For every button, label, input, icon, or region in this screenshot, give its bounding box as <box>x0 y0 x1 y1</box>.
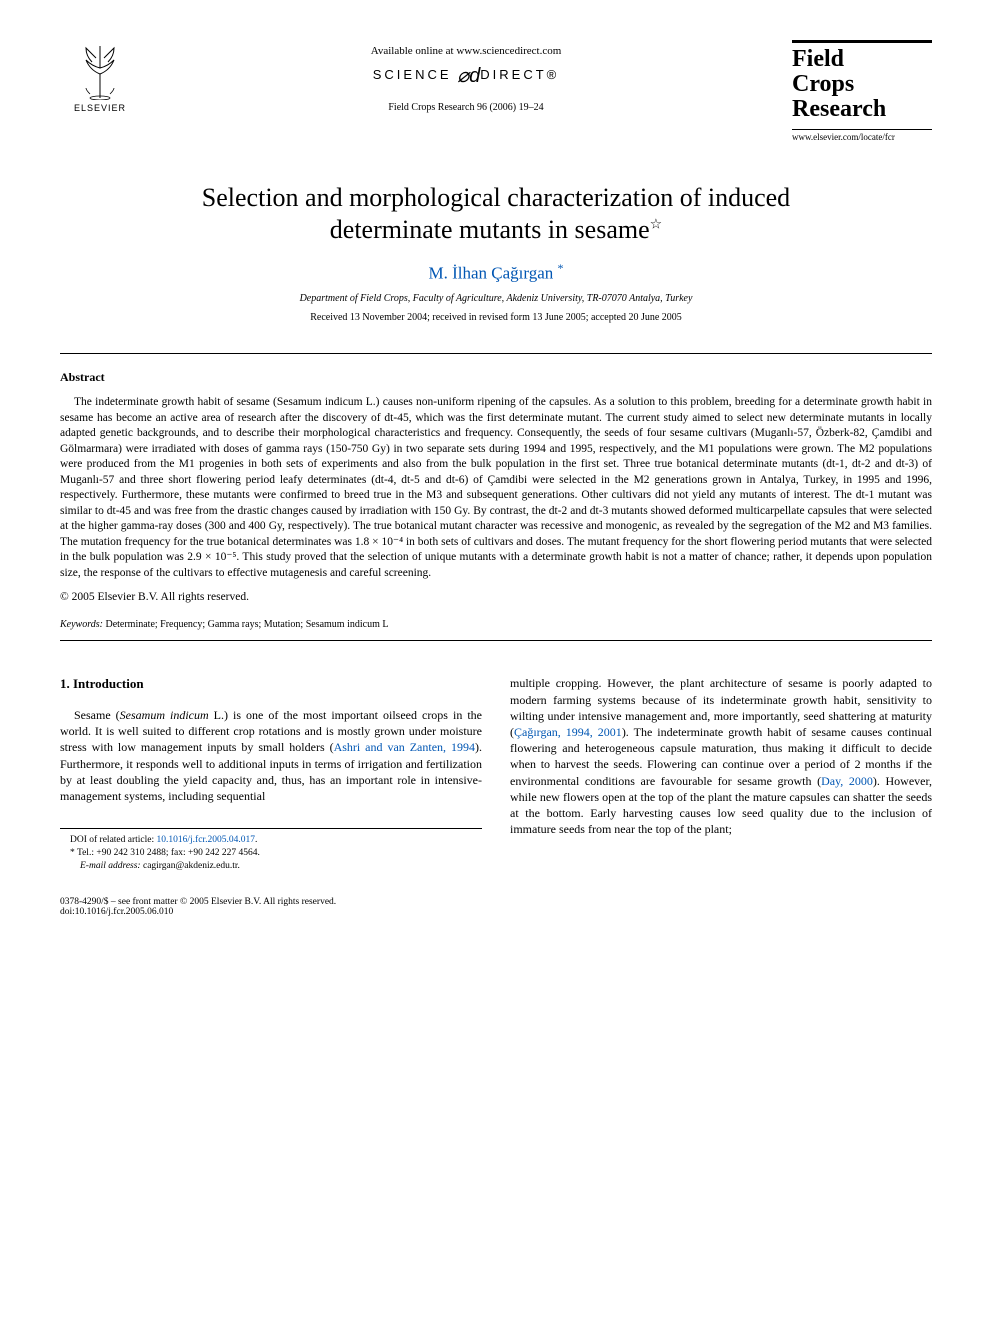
journal-word-2: Crops <box>792 71 854 97</box>
abstract-body: The indeterminate growth habit of sesame… <box>60 395 932 581</box>
title-line-1: Selection and morphological characteriza… <box>202 183 790 212</box>
journal-reference: Field Crops Research 96 (2006) 19–24 <box>140 102 792 113</box>
affiliation: Department of Field Crops, Faculty of Ag… <box>60 293 932 304</box>
section-heading: 1. Introduction <box>60 675 482 693</box>
journal-word-1: Field <box>792 46 844 72</box>
doi-related-link[interactable]: 10.1016/j.fcr.2005.04.017 <box>157 835 255 845</box>
journal-word-3: Research <box>792 96 886 122</box>
species-name: Sesamum indicum <box>120 708 209 722</box>
title-line-2: determinate mutants in sesame <box>330 215 650 244</box>
intro-paragraph-right: multiple cropping. However, the plant ar… <box>510 675 932 837</box>
citation-link[interactable]: Ashri and van Zanten, 1994 <box>334 740 475 754</box>
footer-left: 0378-4290/$ – see front matter © 2005 El… <box>60 897 336 917</box>
tel-fax-line: * Tel.: +90 242 310 2488; fax: +90 242 2… <box>60 847 482 860</box>
sciencedirect-suffix: DIRECT® <box>480 67 559 82</box>
period: . <box>255 835 257 845</box>
author-line: M. İlhan Çağırgan * <box>60 261 932 284</box>
keywords-line: Keywords: Determinate; Frequency; Gamma … <box>60 619 932 630</box>
right-column: multiple cropping. However, the plant ar… <box>510 675 932 872</box>
keywords-list: Determinate; Frequency; Gamma rays; Muta… <box>103 619 389 630</box>
text-fragment: Sesame ( <box>74 708 120 722</box>
email-address: cagirgan@akdeniz.edu.tr. <box>141 861 240 871</box>
sciencedirect-logo: SCIENCE ⌀dDIRECT® <box>140 63 792 88</box>
body-columns: 1. Introduction Sesame (Sesamum indicum … <box>60 675 932 872</box>
sciencedirect-prefix: SCIENCE <box>373 67 452 82</box>
center-header: Available online at www.sciencedirect.co… <box>140 40 792 113</box>
journal-url: www.elsevier.com/locate/fcr <box>792 129 932 142</box>
section-title: Introduction <box>73 676 144 691</box>
email-label: E-mail address: <box>80 861 141 871</box>
article-title: Selection and morphological characteriza… <box>100 182 892 247</box>
title-footnote-star-icon: ☆ <box>650 217 663 232</box>
journal-header: ELSEVIER Available online at www.science… <box>60 40 932 142</box>
citation-link[interactable]: Çağırgan, 1994, 2001 <box>514 725 622 739</box>
publisher-name: ELSEVIER <box>74 103 126 113</box>
intro-paragraph-left: Sesame (Sesamum indicum L.) is one of th… <box>60 707 482 804</box>
email-line: E-mail address: cagirgan@akdeniz.edu.tr. <box>60 860 482 873</box>
journal-logo-block: Field Crops Research www.elsevier.com/lo… <box>792 40 932 142</box>
publisher-logo: ELSEVIER <box>60 40 140 113</box>
section-number: 1. <box>60 676 70 691</box>
elsevier-tree-icon <box>72 40 128 100</box>
keywords-label: Keywords: <box>60 619 103 630</box>
left-column: 1. Introduction Sesame (Sesamum indicum … <box>60 675 482 872</box>
corresponding-author-mark[interactable]: * <box>558 261 564 275</box>
journal-logo-title: Field Crops Research <box>792 40 932 123</box>
citation-link[interactable]: Day, 2000 <box>821 774 873 788</box>
doi-label: DOI of related article: <box>70 835 157 845</box>
article-doi: doi:10.1016/j.fcr.2005.06.010 <box>60 907 336 917</box>
divider-rule <box>60 353 932 354</box>
doi-related-line: DOI of related article: 10.1016/j.fcr.20… <box>60 834 482 847</box>
article-dates: Received 13 November 2004; received in r… <box>60 312 932 323</box>
available-online-text: Available online at www.sciencedirect.co… <box>140 45 792 57</box>
divider-rule-2 <box>60 640 932 641</box>
author-name[interactable]: M. İlhan Çağırgan <box>428 263 553 282</box>
front-matter-line: 0378-4290/$ – see front matter © 2005 El… <box>60 897 336 907</box>
sciencedirect-d-icon: ⌀d <box>452 65 481 87</box>
abstract-text: The indeterminate growth habit of sesame… <box>60 395 932 581</box>
page-footer: 0378-4290/$ – see front matter © 2005 El… <box>60 897 932 917</box>
footnotes-block: DOI of related article: 10.1016/j.fcr.20… <box>60 828 482 872</box>
abstract-heading: Abstract <box>60 370 932 385</box>
abstract-copyright: © 2005 Elsevier B.V. All rights reserved… <box>60 591 932 603</box>
